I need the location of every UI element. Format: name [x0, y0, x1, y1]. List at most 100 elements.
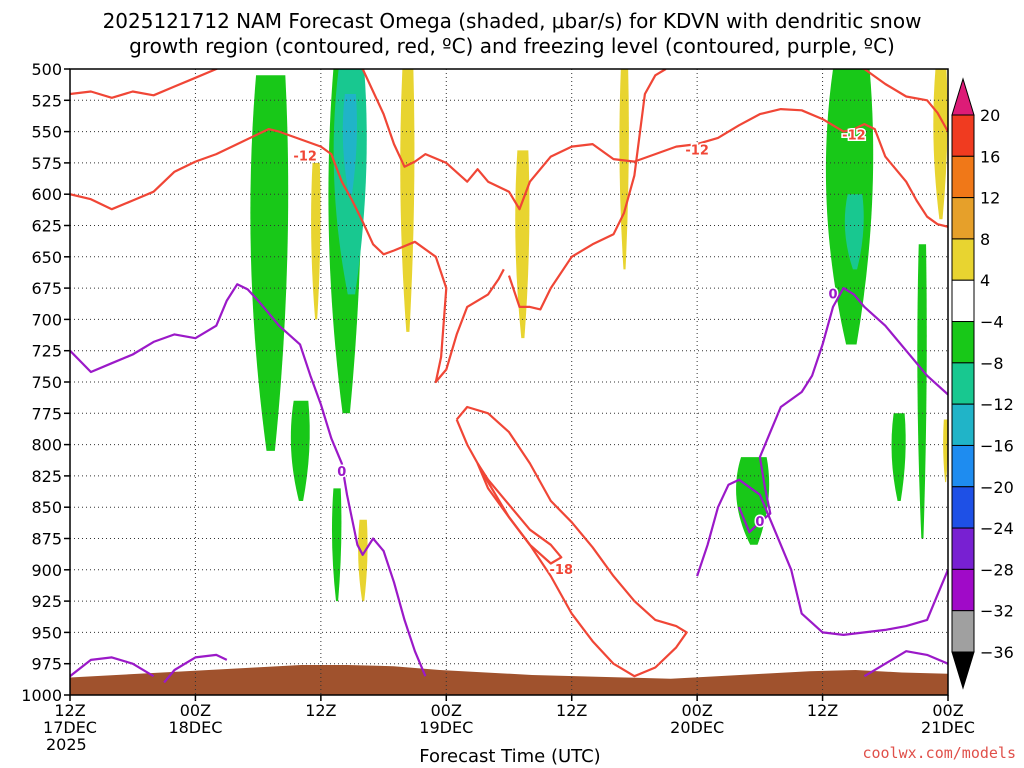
y-tick-label-625: 625: [31, 217, 62, 236]
purple-contour-line-0: [70, 283, 427, 677]
omega-region-14: [891, 413, 906, 501]
colorbar-label-11: −28: [980, 560, 1014, 579]
purple-contour-label-0: 0: [337, 465, 346, 480]
omega-region-10: [358, 519, 368, 602]
y-tick-label-500: 500: [31, 60, 62, 79]
colorbar-label-12: −32: [980, 602, 1014, 621]
omega-region-3: [342, 94, 357, 195]
omega-shading-layer: [250, 69, 948, 602]
x-tick-label-84-2: 21DEC: [921, 718, 975, 737]
x-tick-label-72-1: 12Z: [807, 701, 838, 720]
y-tick-label-525: 525: [31, 91, 62, 110]
purple-contour-line-2: [737, 287, 948, 534]
colorbar-top-arrow: [951, 77, 975, 116]
freezing-level-contours: 000: [70, 283, 948, 684]
y-tick-label-925: 925: [31, 592, 62, 611]
colorbar-swatch-4: [951, 238, 975, 281]
red-contour-line-1: [70, 69, 219, 99]
y-axis-ticks: 500 525 550 575 600 625 650 675 700 725 750 775 800 8…: [21, 60, 70, 705]
purple-contour-line-5: [863, 650, 948, 678]
colorbar-label-10: −24: [980, 519, 1014, 538]
y-tick-label-950: 950: [31, 623, 62, 642]
omega-region-7: [619, 69, 629, 270]
red-contour-label-3: -12: [842, 128, 866, 143]
colorbar-swatch-12: [951, 568, 975, 612]
x-tick-label-0-1: 12Z: [54, 701, 85, 720]
red-contour-label-6: -18: [550, 563, 574, 578]
x-tick-label-36-1: 00Z: [431, 701, 462, 720]
red-contour-line-0: [70, 128, 505, 384]
colorbar-swatch-1: [951, 114, 975, 157]
y-tick-label-775: 775: [31, 404, 62, 423]
y-tick-label-1000: 1000: [21, 686, 62, 705]
y-tick-label-700: 700: [31, 310, 62, 329]
y-tick-label-550: 550: [31, 123, 62, 142]
x-tick-label-60-2: 20DEC: [670, 718, 724, 737]
colorbar-swatch-11: [951, 527, 975, 570]
colorbar-label-7: −12: [980, 395, 1014, 414]
omega-region-15: [917, 244, 927, 539]
colorbar-label-2: 12: [980, 189, 1000, 208]
purple-contour-line-4: [163, 653, 228, 684]
colorbar-swatch-5: [951, 279, 975, 323]
red-contour-label-0: -12: [293, 150, 317, 165]
y-tick-label-600: 600: [31, 185, 62, 204]
omega-region-9: [331, 488, 342, 602]
omega-region-8: [290, 400, 310, 501]
red-contour-label-2: -12: [685, 143, 709, 158]
terrain-layer: [70, 664, 948, 695]
omega-region-11: [736, 457, 770, 545]
chart-title-line2: growth region (contoured, red, ºC) and f…: [129, 34, 895, 58]
terrain-fill: [70, 664, 948, 695]
omega-region-4: [400, 69, 415, 332]
colorbar-swatch-2: [951, 155, 975, 199]
purple-contour-line-1: [696, 478, 948, 636]
colorbar-swatch-8: [951, 403, 975, 446]
y-tick-label-800: 800: [31, 436, 62, 455]
x-tick-label-36-2: 19DEC: [419, 718, 473, 737]
purple-contour-line-3: [70, 656, 155, 678]
omega-region-5: [311, 162, 321, 320]
omega-region-16: [933, 69, 948, 220]
chart-title-line1: 2025121712 NAM Forecast Omega (shaded, μ…: [103, 9, 922, 33]
y-tick-label-900: 900: [31, 561, 62, 580]
omega-region-0: [250, 75, 289, 451]
red-contour-line-4: [507, 69, 667, 311]
colorbar-label-0: 20: [980, 106, 1000, 125]
y-tick-label-675: 675: [31, 279, 62, 298]
y-tick-label-875: 875: [31, 530, 62, 549]
colorbar-label-6: −8: [980, 354, 1004, 373]
dendritic-growth-contours: -12 -12 -12 -18: [70, 69, 948, 678]
grid-layer: [69, 68, 949, 696]
x-tick-label-84-1: 00Z: [932, 701, 963, 720]
colorbar-swatch-6: [951, 321, 975, 364]
y-tick-label-750: 750: [31, 373, 62, 392]
colorbar-swatch-10: [951, 486, 975, 529]
plot-axes: [69, 68, 949, 696]
y-tick-label-650: 650: [31, 248, 62, 267]
colorbar-swatch-9: [951, 444, 975, 488]
x-tick-label-48-1: 12Z: [556, 701, 587, 720]
omega-region-17: [943, 419, 948, 483]
credit-link[interactable]: coolwx.com/models: [862, 744, 1016, 762]
y-tick-label-725: 725: [31, 342, 62, 361]
colorbar-label-5: −4: [980, 313, 1004, 332]
colorbar-swatch-13: [951, 610, 975, 653]
colorbar-label-8: −16: [980, 436, 1014, 455]
x-axis-label: Forecast Time (UTC): [419, 746, 600, 767]
colorbar-label-3: 8: [980, 230, 990, 249]
colorbar-label-1: 16: [980, 147, 1000, 166]
colorbar: 20 16 12 8 4 −4 −8 −12 −16 −20 −24 −28 −32 −36: [951, 77, 1014, 690]
colorbar-label-4: 4: [980, 271, 990, 290]
red-contour-line-6: [476, 462, 563, 565]
colorbar-label-13: −36: [980, 643, 1014, 662]
purple-contour-label-2: 0: [755, 515, 764, 530]
x-tick-label-24-1: 12Z: [305, 701, 336, 720]
omega-region-6: [515, 150, 530, 339]
y-tick-label-975: 975: [31, 655, 62, 674]
colorbar-swatch-7: [951, 362, 975, 405]
omega-region-13: [844, 194, 864, 270]
plot-frame: [69, 68, 949, 696]
